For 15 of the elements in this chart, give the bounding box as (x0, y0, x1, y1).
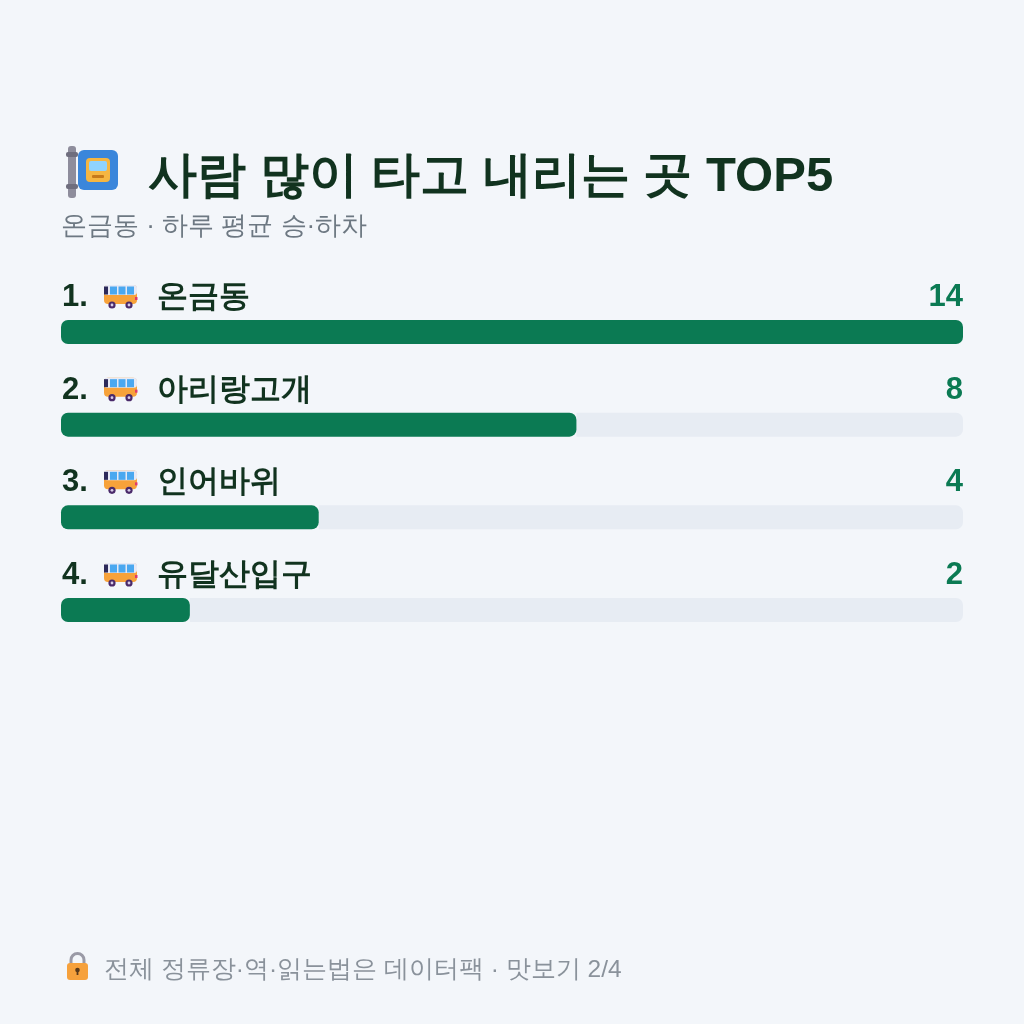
data-label: 4 (945, 463, 964, 499)
data-label: 14 (928, 278, 964, 313)
category-label: 아리랑고개 (157, 370, 312, 406)
chart-title: 사람 많이 타고 내리는 곳 TOP5 (148, 147, 834, 201)
category-label: 1. (62, 278, 88, 313)
category-label: 4. (62, 556, 88, 591)
category-label: 온금동 (157, 278, 250, 313)
data-label: 2 (945, 556, 963, 592)
category-label: 2. (62, 370, 88, 406)
text: 전체 정류장·역·읽는법은 데이터팩 · 맛보기 2/4 (104, 955, 622, 982)
category-label: 3. (62, 463, 88, 499)
data-label: 8 (945, 370, 963, 406)
category-label: 유달산입구 (157, 556, 312, 591)
chart-subtitle: 온금동 · 하루 평균 승·하차 (61, 210, 368, 240)
category-label: 인어바위 (157, 463, 281, 499)
